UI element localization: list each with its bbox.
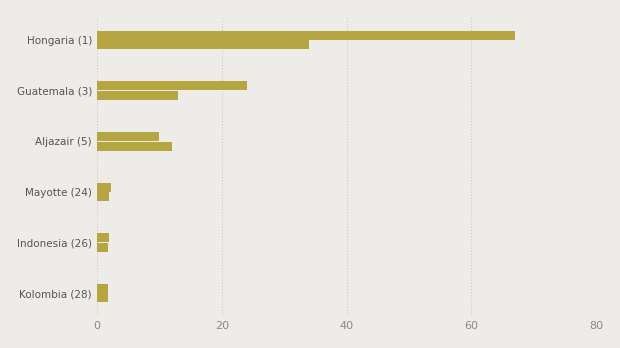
Bar	[97, 284, 108, 293]
Bar	[97, 31, 515, 40]
Bar	[97, 40, 309, 49]
Bar	[97, 142, 172, 151]
Bar	[97, 243, 108, 252]
Bar	[97, 192, 109, 201]
Bar	[97, 132, 159, 141]
Bar	[97, 183, 110, 191]
Bar	[97, 233, 109, 242]
Bar	[97, 81, 247, 90]
Bar	[97, 91, 178, 100]
Bar	[97, 293, 107, 302]
